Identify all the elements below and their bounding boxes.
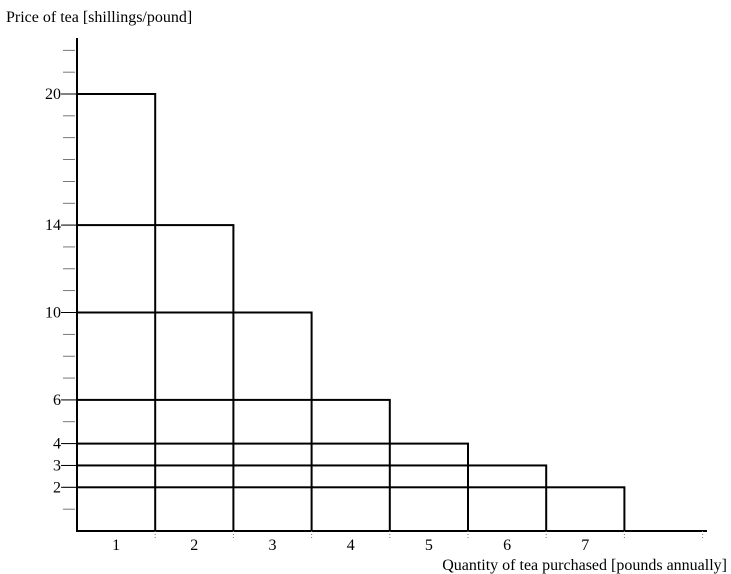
x-tick-label: 5	[425, 537, 433, 554]
y-tick-label: 2	[53, 479, 61, 496]
y-tick-label: 10	[45, 305, 61, 322]
x-tick-label: 7	[581, 537, 589, 554]
x-tick-label: 2	[190, 537, 198, 554]
x-axis-title: Quantity of tea purchased [pounds annual…	[442, 557, 727, 574]
x-tick-label: 3	[269, 537, 277, 554]
plot-area: 2 3 4 6 10 14 20 1 2 3 4 5 6 7	[45, 38, 707, 554]
step-rect-q7	[76, 486, 626, 532]
x-tick-label: 6	[503, 537, 511, 554]
y-axis-title: Price of tea [shillings/pound]	[6, 9, 192, 26]
step-rect-q3	[76, 311, 313, 532]
y-tick-label: 14	[45, 217, 61, 234]
y-tick-label: 3	[53, 457, 61, 474]
y-tick-label: 6	[53, 392, 61, 409]
y-tick-label: 20	[45, 86, 61, 103]
y-tick-label: 4	[53, 436, 61, 453]
x-tick-label: 1	[112, 537, 120, 554]
x-tick-label: 4	[347, 537, 355, 554]
